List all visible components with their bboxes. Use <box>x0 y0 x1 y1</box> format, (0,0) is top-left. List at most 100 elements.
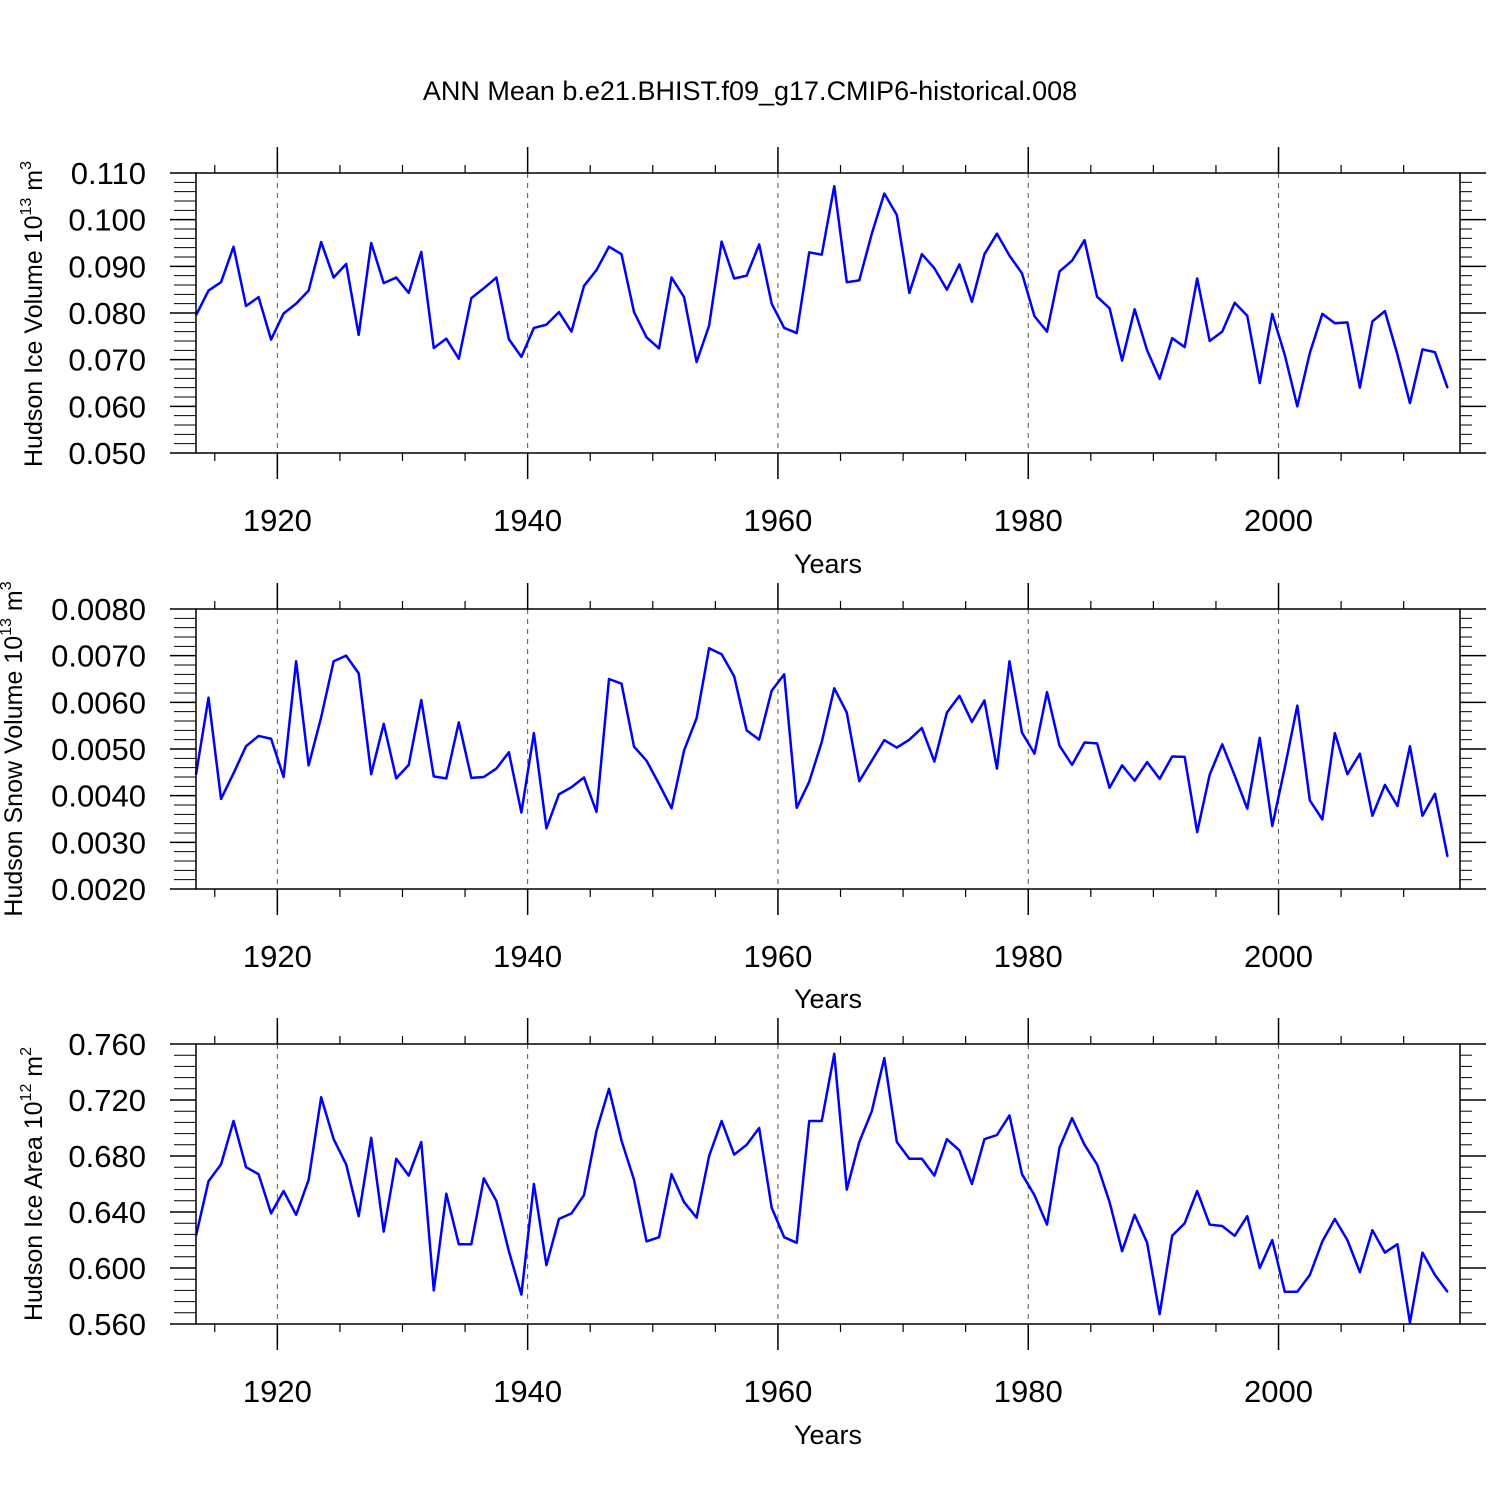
ice-volume-data-point <box>1271 313 1274 315</box>
snow-volume-data-point <box>295 660 298 663</box>
ice-area-data-point <box>583 1194 585 1197</box>
ice-area-data-point <box>1358 1271 1361 1274</box>
ice-area-data-point <box>1146 1241 1149 1244</box>
ice-volume-data-point <box>1409 402 1411 404</box>
ice-volume-data-point <box>395 276 398 279</box>
ice-area-data-point <box>1033 1194 1036 1197</box>
panel-3-frame <box>195 1043 1461 1325</box>
snow-volume-data-point <box>1371 814 1374 817</box>
ice-area-data-point <box>945 1138 948 1141</box>
ice-volume-data-point <box>620 253 623 256</box>
ice-area-data-point <box>357 1215 360 1218</box>
ice-area-data-point <box>1046 1223 1048 1226</box>
snow-volume-data-point <box>1396 805 1399 807</box>
y-tick-label: 0.640 <box>68 1195 146 1230</box>
y-tick-label: 0.060 <box>68 389 146 424</box>
ice-area-data-point <box>733 1153 736 1156</box>
snow-volume-data-point <box>445 777 448 780</box>
snow-volume-data-point <box>808 780 811 783</box>
ice-area-data-point <box>232 1120 235 1122</box>
ice-volume-data-point <box>282 312 285 315</box>
snow-volume-data-point <box>220 798 222 800</box>
ice-area-data-point <box>445 1192 448 1195</box>
snow-volume-data-point <box>833 687 836 690</box>
ice-volume-series-line <box>194 184 1449 408</box>
panel-3-y-ticks: 0.560 0.600 0.640 0.680 0.720 0.760 <box>68 1027 1486 1342</box>
ice-volume-data-point <box>858 279 861 282</box>
ice-volume-data-point <box>1221 330 1224 333</box>
snow-volume-data-point <box>1233 774 1236 777</box>
snow-volume-data-point <box>395 777 398 780</box>
ice-volume-data-point <box>1421 348 1424 351</box>
ice-area-data-point <box>382 1230 385 1233</box>
ice-area-data-point <box>1021 1173 1023 1176</box>
panel-2-xlabel: Years <box>794 984 862 1014</box>
ice-volume-data-point <box>795 332 798 334</box>
x-tick-label: 1920 <box>243 1374 312 1409</box>
ice-area-data-point <box>507 1250 510 1253</box>
ice-volume-data-point <box>1434 351 1436 354</box>
ice-area-data-point <box>595 1129 598 1132</box>
ice-area-data-point <box>1246 1215 1249 1218</box>
ice-volume-data-point <box>808 251 811 254</box>
ice-volume-data-point <box>1158 377 1161 380</box>
snow-volume-data-point <box>382 722 385 725</box>
y-tick-label: 0.0060 <box>51 685 146 720</box>
ice-volume-data-point <box>645 336 648 339</box>
ice-volume-data-point <box>1121 359 1123 362</box>
ice-area-data-point <box>695 1216 698 1219</box>
y-tick-label: 0.0040 <box>51 779 146 814</box>
snow-volume-data-point <box>1409 745 1411 748</box>
ice-area-data-point <box>1158 1313 1161 1316</box>
ice-volume-data-point <box>1384 310 1386 313</box>
ice-volume-data-point <box>983 253 986 256</box>
panel-2-x-ticks: 1920 1940 1960 1980 2000 <box>243 583 1313 974</box>
snow-volume-data-point <box>1271 825 1274 827</box>
ice-area-data-point <box>870 1110 873 1113</box>
y-tick-label: 0.0070 <box>51 639 146 674</box>
ice-area-data-point <box>482 1177 485 1180</box>
ice-area-series-line <box>194 1052 1449 1324</box>
x-tick-label: 1980 <box>994 503 1063 538</box>
panel-2-y-minor-ticks <box>174 617 1472 881</box>
ice-area-data-point <box>1096 1163 1098 1166</box>
snow-volume-data-point <box>357 672 360 675</box>
y-tick-label: 0.0080 <box>51 592 146 627</box>
ice-volume-data-point <box>445 337 448 340</box>
panel-snow-volume: 1920 1940 1960 1980 2000 0.00200.00300.00400… <box>0 581 1486 1014</box>
y-tick-label: 0.0020 <box>51 872 146 907</box>
ice-volume-data-point <box>570 330 573 333</box>
ice-volume-data-point <box>370 242 373 244</box>
y-tick-label: 0.070 <box>68 343 146 378</box>
ice-volume-data-point <box>257 296 260 299</box>
ice-volume-data-point <box>207 289 210 292</box>
ice-volume-data-point <box>407 292 410 294</box>
ice-area-data-point <box>820 1120 823 1122</box>
ice-area-data-point <box>1409 1321 1411 1324</box>
y-tick-label: 0.560 <box>68 1307 146 1342</box>
y-tick-label: 0.050 <box>68 436 146 471</box>
ice-area-data-point <box>745 1143 748 1146</box>
ice-volume-data-point <box>382 282 385 285</box>
ice-area-data-point <box>783 1236 786 1239</box>
ice-volume-data-point <box>1258 382 1261 384</box>
snow-volume-data-point <box>645 759 648 762</box>
x-tick-label: 1920 <box>243 939 312 974</box>
ice-volume-data-point <box>595 269 598 271</box>
ice-volume-data-point <box>1133 308 1136 311</box>
y-tick-label: 0.100 <box>68 203 146 238</box>
snow-volume-data-point <box>1434 792 1436 795</box>
ice-area-data-point <box>1446 1290 1449 1293</box>
snow-volume-data-point <box>1021 731 1023 734</box>
ice-area-data-point <box>282 1190 285 1192</box>
snow-volume-data-point <box>1446 855 1449 858</box>
y-tick-label: 0.720 <box>68 1083 146 1118</box>
snow-volume-data-point <box>1346 773 1349 776</box>
ice-volume-data-point <box>482 287 485 290</box>
ice-area-data-point <box>1371 1229 1374 1232</box>
ice-area-data-point <box>320 1096 323 1099</box>
snow-volume-data-point <box>983 699 986 702</box>
ice-area-data-point <box>1183 1222 1186 1225</box>
ice-volume-data-points <box>195 185 1449 408</box>
ice-volume-data-point <box>520 355 523 358</box>
